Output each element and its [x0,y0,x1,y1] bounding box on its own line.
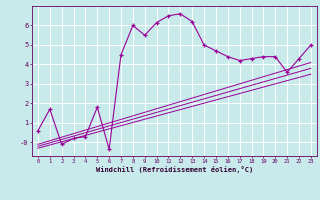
X-axis label: Windchill (Refroidissement éolien,°C): Windchill (Refroidissement éolien,°C) [96,166,253,173]
